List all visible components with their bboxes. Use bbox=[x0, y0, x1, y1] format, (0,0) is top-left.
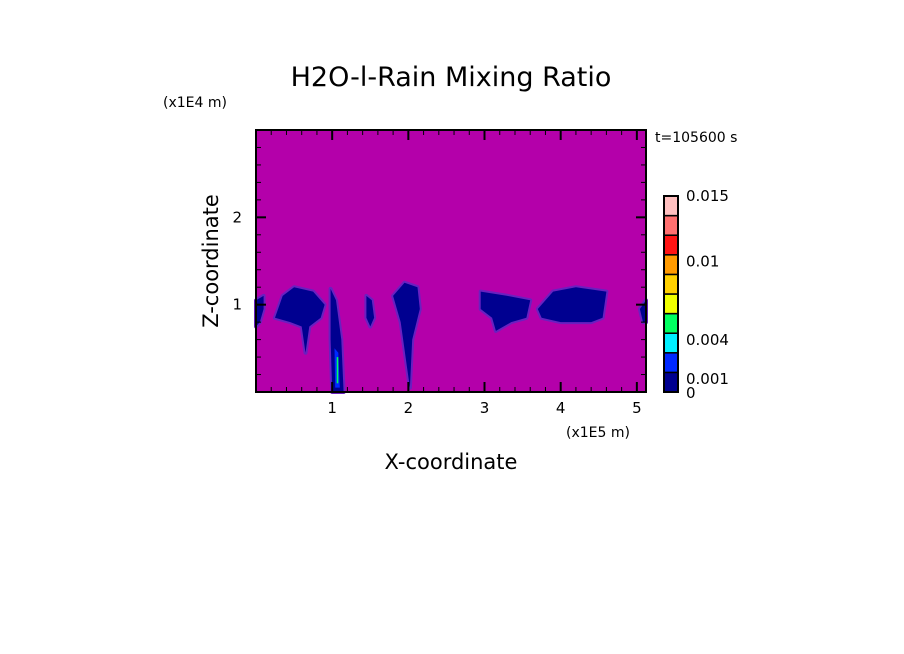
rain-region bbox=[537, 287, 607, 323]
rain-region bbox=[480, 291, 531, 331]
rain-region bbox=[256, 295, 264, 327]
y-scale-label: (x1E4 m) bbox=[163, 95, 227, 111]
colorbar-swatch bbox=[663, 254, 679, 276]
rain-core bbox=[336, 357, 339, 384]
colorbar-tick-label: 0.004 bbox=[686, 331, 729, 349]
colorbar-tick-label: 0.001 bbox=[686, 370, 729, 388]
colorbar-frame bbox=[663, 195, 679, 393]
colorbar-swatch bbox=[663, 371, 679, 393]
colorbar-swatch bbox=[663, 293, 679, 315]
x-tick-label: 1 bbox=[327, 399, 337, 417]
colorbar-swatch bbox=[663, 332, 679, 354]
colorbar-swatch bbox=[663, 352, 679, 374]
y-tick-label: 2 bbox=[232, 208, 242, 226]
x-axis-label: X-coordinate bbox=[385, 450, 518, 474]
time-label: t=105600 s bbox=[655, 130, 737, 146]
x-tick-label: 4 bbox=[556, 399, 566, 417]
x-tick-label: 3 bbox=[480, 399, 490, 417]
chart-title: H2O-l-Rain Mixing Ratio bbox=[291, 62, 612, 93]
colorbar-swatch bbox=[663, 312, 679, 334]
colorbar-tick-label: 0 bbox=[686, 384, 696, 402]
rain-region bbox=[393, 282, 420, 388]
colorbar-tick-label: 0.015 bbox=[686, 187, 729, 205]
x-scale-label: (x1E5 m) bbox=[566, 425, 630, 441]
rain-region bbox=[366, 295, 375, 327]
axis-ticks: 1 2 3 4 5 1 2 bbox=[232, 130, 646, 417]
rain-features bbox=[254, 280, 648, 394]
y-tick-label: 1 bbox=[232, 296, 242, 314]
y-axis-label: Z-coordinate bbox=[199, 194, 223, 328]
colorbar-swatch bbox=[663, 273, 679, 295]
plot-frame bbox=[255, 129, 647, 393]
rain-region bbox=[275, 287, 325, 353]
plot-area bbox=[256, 130, 646, 392]
rain-region bbox=[330, 288, 344, 392]
rain-region bbox=[639, 300, 646, 323]
x-tick-label: 2 bbox=[404, 399, 414, 417]
colorbar-swatch bbox=[663, 214, 679, 236]
x-tick-label: 5 bbox=[632, 399, 642, 417]
colorbar-swatch bbox=[663, 195, 679, 217]
colorbar-tick-label: 0.01 bbox=[686, 252, 719, 270]
colorbar-swatch bbox=[663, 234, 679, 256]
